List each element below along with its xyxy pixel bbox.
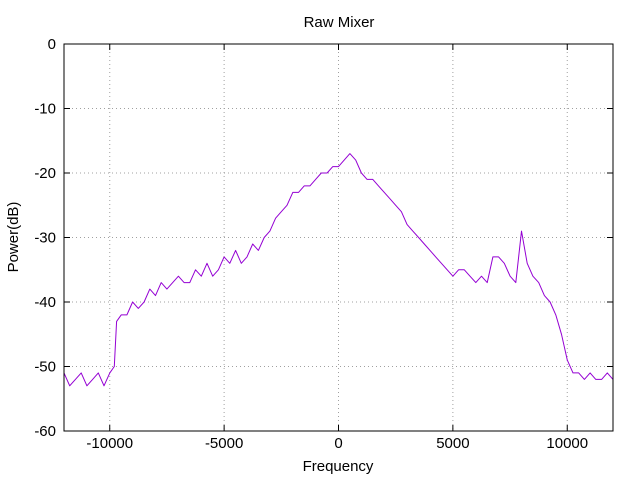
y-tick-label: -60 — [34, 423, 56, 440]
y-tick-label: -50 — [34, 359, 56, 376]
x-tick-label: 10000 — [546, 435, 588, 452]
y-tick-label: -40 — [34, 294, 56, 311]
series-line — [63, 153, 614, 387]
chart-title: Raw Mixer — [304, 14, 375, 31]
x-axis-label: Frequency — [303, 458, 374, 475]
y-tick-label: -30 — [34, 230, 56, 247]
y-tick-label: 0 — [48, 36, 56, 53]
series-layer — [63, 153, 614, 387]
x-axis-ticks: -10000 -5000 0 5000 10000 — [86, 44, 588, 452]
y-tick-label: -20 — [34, 165, 56, 182]
y-axis-ticks: 0 -10 -20 -30 -40 -50 -60 — [34, 36, 613, 440]
y-tick-label: -10 — [34, 101, 56, 118]
x-tick-label: -5000 — [205, 435, 243, 452]
x-tick-label: 5000 — [436, 435, 469, 452]
y-axis-label: Power(dB) — [5, 202, 22, 273]
grid-lines — [64, 44, 613, 431]
x-tick-label: 0 — [334, 435, 342, 452]
x-tick-label: -10000 — [86, 435, 133, 452]
